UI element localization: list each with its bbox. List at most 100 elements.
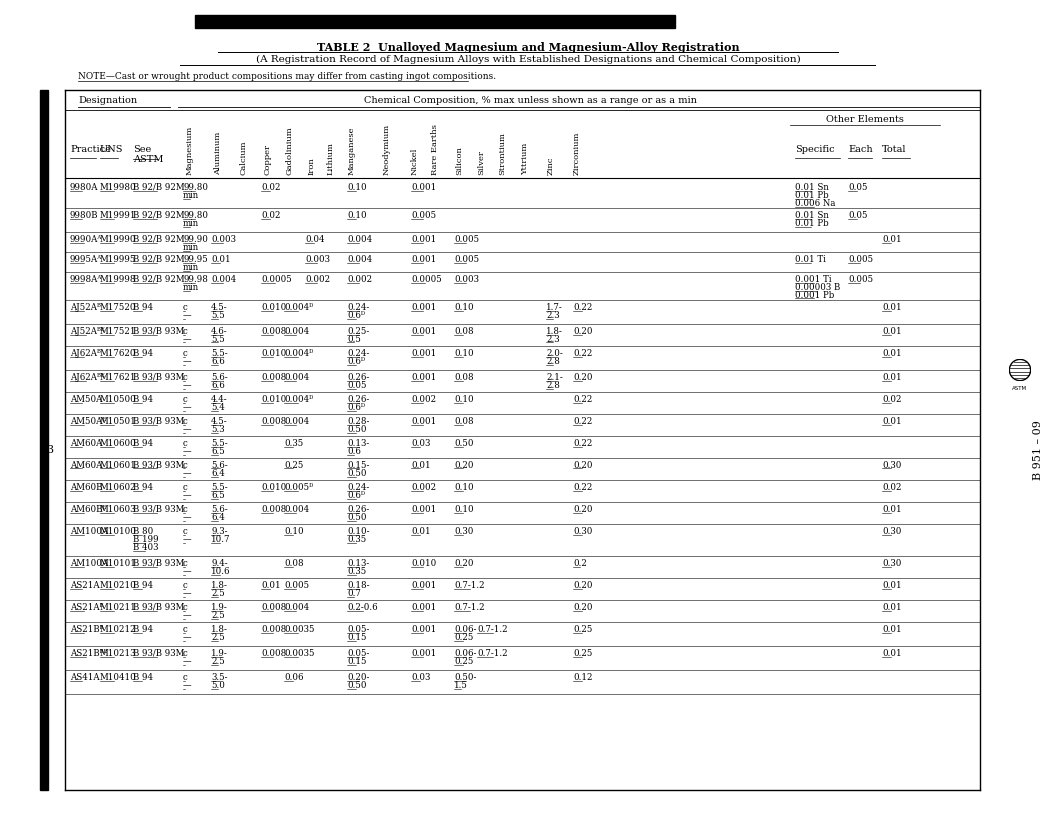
- Text: M10101: M10101: [100, 559, 137, 568]
- Text: 99.98: 99.98: [183, 275, 208, 284]
- Text: 9995Aᴬ: 9995Aᴬ: [70, 255, 102, 264]
- Text: 0.35: 0.35: [284, 439, 303, 448]
- Text: B 94: B 94: [133, 673, 153, 682]
- Text: 5.4: 5.4: [211, 403, 225, 412]
- Text: Zirconium: Zirconium: [573, 131, 581, 175]
- Text: 0.20: 0.20: [454, 461, 473, 470]
- Text: 0.005: 0.005: [454, 255, 479, 264]
- Text: 0.001: 0.001: [411, 581, 436, 590]
- Text: 0.10: 0.10: [454, 303, 474, 312]
- Text: c: c: [183, 649, 188, 658]
- Text: 0.01: 0.01: [882, 603, 902, 612]
- Text: 10.6: 10.6: [211, 567, 230, 576]
- Text: 5.5-: 5.5-: [211, 483, 228, 492]
- Text: 0.6ᴰ: 0.6ᴰ: [347, 491, 365, 500]
- Text: 0.01: 0.01: [261, 581, 281, 590]
- Text: 9980A: 9980A: [70, 183, 98, 192]
- Text: c: c: [183, 373, 188, 382]
- Text: 5.5: 5.5: [211, 335, 225, 344]
- Text: 0.50: 0.50: [347, 469, 366, 478]
- Text: 2.5: 2.5: [211, 611, 225, 620]
- Text: 0.7: 0.7: [347, 589, 361, 598]
- Text: B 93/B 93M: B 93/B 93M: [133, 373, 185, 382]
- Text: c: c: [183, 439, 188, 448]
- Text: AM50Aᴱ: AM50Aᴱ: [70, 417, 107, 426]
- Text: —: —: [183, 469, 191, 478]
- Text: Silicon: Silicon: [455, 146, 463, 175]
- Text: 0.10: 0.10: [454, 483, 474, 492]
- Text: 6.4: 6.4: [211, 513, 225, 522]
- Text: Gadolinium: Gadolinium: [286, 126, 294, 175]
- Text: 0.008: 0.008: [261, 327, 286, 336]
- Text: c: c: [183, 527, 188, 536]
- Text: 10.7: 10.7: [211, 535, 230, 544]
- Text: B 93/B 93M: B 93/B 93M: [133, 327, 185, 336]
- Text: 0.20: 0.20: [573, 327, 592, 336]
- Text: 0.001: 0.001: [411, 303, 436, 312]
- Text: B 92/B 92M: B 92/B 92M: [133, 235, 185, 244]
- Text: 0.002: 0.002: [305, 275, 331, 284]
- Text: 0.6ᴰ: 0.6ᴰ: [347, 311, 365, 320]
- Text: c: c: [183, 505, 188, 514]
- Text: M10601: M10601: [100, 461, 136, 470]
- Text: B 199: B 199: [133, 535, 158, 544]
- Text: 5.6-: 5.6-: [211, 373, 228, 382]
- Text: 0.26-: 0.26-: [347, 395, 370, 404]
- Text: 0.00003 B: 0.00003 B: [795, 283, 841, 292]
- Text: Strontium: Strontium: [498, 132, 506, 175]
- Text: 0.22: 0.22: [573, 395, 592, 404]
- Text: 0.001: 0.001: [411, 183, 436, 192]
- Text: B 92/B 92M: B 92/B 92M: [133, 275, 185, 284]
- Text: B 403: B 403: [133, 543, 158, 552]
- Text: 0.24-: 0.24-: [347, 483, 370, 492]
- Text: 9998Aᴬ: 9998Aᴬ: [70, 275, 102, 284]
- Text: M19990: M19990: [100, 235, 136, 244]
- Text: c: c: [183, 349, 188, 358]
- Text: —: —: [183, 425, 191, 434]
- Text: 0.25-: 0.25-: [347, 327, 370, 336]
- Text: 0.10: 0.10: [284, 527, 304, 536]
- Text: 0.01: 0.01: [882, 373, 902, 382]
- Text: 0.006 Na: 0.006 Na: [795, 199, 835, 208]
- Text: AJ52Aᴮᴱ: AJ52Aᴮᴱ: [70, 327, 105, 336]
- Text: 0.50: 0.50: [347, 513, 366, 522]
- Text: M17520: M17520: [100, 303, 136, 312]
- Text: 0.01 Ti: 0.01 Ti: [795, 255, 826, 264]
- Text: 0.08: 0.08: [454, 417, 474, 426]
- Text: Magnesium: Magnesium: [186, 126, 194, 175]
- Text: 1.8-: 1.8-: [546, 327, 563, 336]
- Text: 0.001: 0.001: [411, 603, 436, 612]
- Text: 1.9-: 1.9-: [211, 603, 228, 612]
- Text: 0.25: 0.25: [573, 649, 592, 658]
- Text: 2.0-: 2.0-: [546, 349, 563, 358]
- Text: 4.6-: 4.6-: [211, 327, 228, 336]
- Text: 0.01: 0.01: [882, 327, 902, 336]
- Text: 0.05-: 0.05-: [347, 649, 370, 658]
- Text: c: c: [183, 395, 188, 404]
- Text: 0.008: 0.008: [261, 625, 286, 634]
- Text: 0.004: 0.004: [284, 417, 309, 426]
- Text: 0.10: 0.10: [454, 349, 474, 358]
- Text: M10213: M10213: [100, 649, 136, 658]
- Text: 0.18-: 0.18-: [347, 581, 370, 590]
- Text: 0.005: 0.005: [284, 581, 309, 590]
- Text: Total: Total: [882, 145, 906, 154]
- Text: 0.004: 0.004: [284, 373, 309, 382]
- Text: 0.01: 0.01: [211, 255, 230, 264]
- Text: c: c: [183, 673, 188, 682]
- Text: 5.5: 5.5: [211, 311, 225, 320]
- Text: B 94: B 94: [133, 349, 153, 358]
- Text: 0.01: 0.01: [882, 417, 902, 426]
- Text: min: min: [183, 219, 200, 228]
- Text: 0.7-1.2: 0.7-1.2: [477, 649, 508, 658]
- Text: 0.2: 0.2: [573, 559, 587, 568]
- Text: min: min: [183, 243, 200, 252]
- Text: 0.010: 0.010: [411, 559, 436, 568]
- Text: c: c: [183, 303, 188, 312]
- Text: 0.26-: 0.26-: [347, 505, 370, 514]
- Text: 0.05: 0.05: [347, 381, 366, 390]
- Text: M17620: M17620: [100, 349, 136, 358]
- Text: 6.5: 6.5: [211, 491, 225, 500]
- Text: 0.004: 0.004: [211, 275, 237, 284]
- Text: 0.001 Ti: 0.001 Ti: [795, 275, 831, 284]
